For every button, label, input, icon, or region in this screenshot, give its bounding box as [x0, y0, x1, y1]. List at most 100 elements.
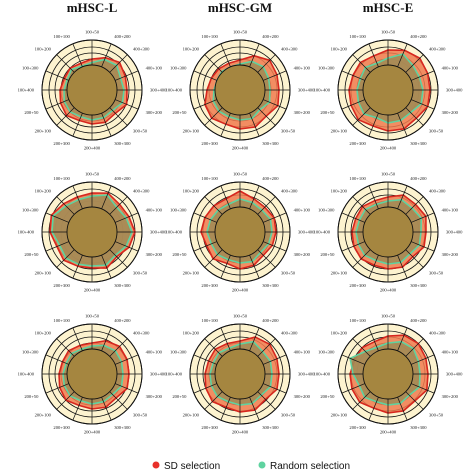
radar-panel: 100+50 400+200 400+300 400+100 300+400 300+20…	[166, 172, 315, 293]
axis-tick-label: 100+200	[35, 189, 52, 194]
axis-tick-label: 300+400	[150, 230, 167, 235]
radar-panel: 100+50 400+200 400+300 400+100 300+400 300+20…	[166, 314, 315, 435]
radar-outer-ring	[41, 323, 143, 425]
axis-tick-label: 300+200	[294, 394, 311, 399]
axis-tick-label: 400+300	[429, 331, 446, 336]
radar-spoke	[410, 70, 435, 81]
radar-spoke	[101, 112, 112, 137]
radar-core	[362, 206, 414, 258]
axis-tick-label: 300+300	[114, 283, 131, 288]
axis-tick-label: 400+200	[262, 176, 279, 181]
axis-tick-label: 400+200	[114, 318, 131, 323]
axis-tick-label: 100+50	[233, 30, 248, 35]
axis-tick-label: 400+300	[429, 189, 446, 194]
radar-core	[362, 64, 414, 116]
axis-tick-label: 100+100	[201, 176, 218, 181]
axis-tick-label: 300+200	[294, 252, 311, 257]
radar-spoke	[109, 196, 128, 215]
axis-tick-label: 100+400	[166, 372, 183, 377]
axis-tick-label: 200+400	[232, 146, 249, 151]
radar-spoke	[249, 254, 260, 279]
radar-outer-ring	[337, 39, 439, 141]
axis-tick-label: 200+300	[349, 141, 366, 146]
axis-tick-label: 400+100	[442, 349, 459, 354]
axis-tick-label: 300+50	[133, 271, 148, 276]
axis-tick-label: 100+200	[183, 331, 200, 336]
axis-tick-label: 200+100	[35, 129, 52, 134]
radar-spoke	[368, 396, 379, 421]
column-title-1: mHSC-L	[67, 0, 118, 15]
radar-outer-ring	[189, 181, 291, 283]
radar-spoke	[72, 254, 83, 279]
radar-spoke	[45, 99, 70, 110]
radar-spoke	[114, 99, 139, 110]
axis-tick-label: 100+200	[183, 189, 200, 194]
axis-tick-label: 100+300	[318, 349, 335, 354]
axis-tick-label: 100+400	[18, 372, 35, 377]
radar-spoke	[193, 99, 218, 110]
radar-spoke	[405, 249, 424, 268]
axis-tick-label: 300+400	[446, 372, 463, 377]
radar-outer-ring	[337, 323, 439, 425]
radar-spoke	[114, 212, 139, 223]
axis-tick-label: 300+50	[429, 413, 444, 418]
radar-outer-ring	[189, 323, 291, 425]
axis-tick-label: 200+50	[24, 394, 39, 399]
axis-tick-label: 100+100	[53, 34, 70, 39]
radar-core	[66, 206, 118, 258]
radar-spoke	[405, 391, 424, 410]
legend-label-random: Random selection	[270, 461, 350, 472]
radar-outer-ring	[189, 39, 291, 141]
axis-tick-label: 100+300	[22, 349, 39, 354]
radar-spoke	[204, 249, 223, 268]
radar-spoke	[262, 383, 287, 394]
axis-tick-label: 200+300	[201, 283, 218, 288]
axis-tick-label: 300+400	[446, 88, 463, 93]
radar-spoke	[204, 196, 223, 215]
axis-tick-label: 300+400	[150, 88, 167, 93]
radar-spoke	[220, 254, 231, 279]
radar-spoke	[405, 196, 424, 215]
radar-spoke	[405, 54, 424, 73]
axis-tick-label: 100+100	[201, 318, 218, 323]
radar-core	[214, 348, 266, 400]
axis-tick-label: 400+100	[294, 207, 311, 212]
axis-tick-label: 300+300	[410, 141, 427, 146]
axis-tick-label: 200+50	[172, 252, 187, 257]
axis-tick-label: 200+100	[331, 413, 348, 418]
radar-core	[66, 64, 118, 116]
axis-tick-label: 400+200	[114, 34, 131, 39]
axis-tick-label: 100+100	[53, 176, 70, 181]
radar-spoke	[405, 338, 424, 357]
radar-spoke	[109, 54, 128, 73]
radar-panel: 100+50 400+200 400+300 400+100 300+400 300+20…	[18, 172, 167, 293]
axis-tick-label: 100+200	[35, 331, 52, 336]
axis-tick-label: 100+50	[85, 30, 100, 35]
radar-spoke	[341, 70, 366, 81]
radar-spoke	[45, 383, 70, 394]
axis-tick-label: 100+50	[381, 314, 396, 319]
axis-tick-label: 100+200	[331, 47, 348, 52]
radar-panel: 100+50 400+200 400+300 400+100 300+400 300+20…	[314, 30, 463, 151]
radar-spoke	[397, 43, 408, 68]
radar-spoke	[352, 196, 371, 215]
radar-spoke	[220, 43, 231, 68]
radar-spoke	[72, 327, 83, 352]
axis-tick-label: 100+400	[166, 230, 183, 235]
radar-spoke	[368, 112, 379, 137]
axis-tick-label: 100+50	[85, 172, 100, 177]
radar-spoke	[410, 241, 435, 252]
axis-tick-label: 400+200	[410, 34, 427, 39]
radar-spoke	[101, 254, 112, 279]
radar-spoke	[101, 185, 112, 210]
axis-tick-label: 200+50	[24, 110, 39, 115]
radar-spoke	[45, 354, 70, 365]
radar-spoke	[56, 54, 75, 73]
radar-spoke	[262, 212, 287, 223]
axis-tick-label: 400+100	[442, 65, 459, 70]
radar-spoke	[56, 107, 75, 126]
radar-spoke	[72, 396, 83, 421]
legend: SD selection Random selection	[152, 461, 350, 472]
radar-spoke	[341, 99, 366, 110]
axis-tick-label: 400+200	[262, 34, 279, 39]
